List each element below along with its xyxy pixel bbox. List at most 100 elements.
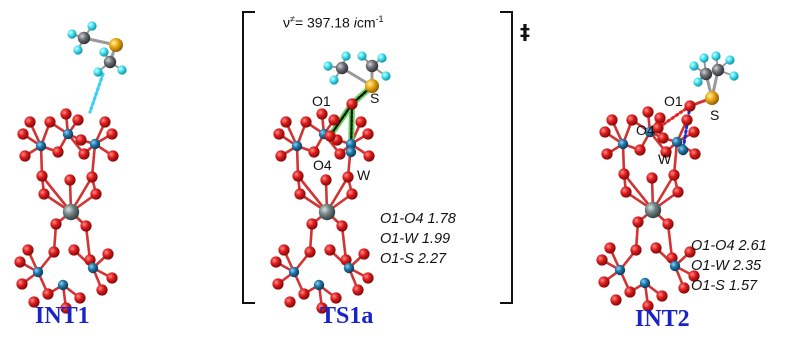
oxygen-atom xyxy=(346,98,358,110)
oxygen-atom xyxy=(80,220,92,232)
oxygen-atom xyxy=(278,244,290,256)
oxygen-atom xyxy=(606,114,618,126)
oxygen-atom xyxy=(620,186,632,198)
tungsten-atom xyxy=(671,136,683,148)
oxygen-atom xyxy=(642,300,654,312)
oxygen-atom xyxy=(358,248,370,260)
hydrogen-atom xyxy=(725,55,735,65)
oxygen-atom xyxy=(654,112,666,124)
oxygen-atom xyxy=(102,248,114,260)
oxygen-atom xyxy=(107,150,119,162)
oxygen-atom xyxy=(273,128,285,140)
oxygen-atom xyxy=(64,174,76,186)
oxygen-atom xyxy=(304,246,316,258)
oxygen-atom xyxy=(106,128,118,140)
ts-atom-label-s: S xyxy=(370,90,380,106)
hydrogen-atom xyxy=(357,51,367,61)
central-atom xyxy=(318,203,336,221)
oxygen-atom xyxy=(604,242,616,254)
ts-atom-label-o4: O4 xyxy=(313,157,332,173)
oxygen-atom xyxy=(86,171,98,183)
forming-bond xyxy=(328,102,354,138)
ts1a-geometry: O1-O4 1.78 O1-W 1.99 O1-S 2.27 xyxy=(380,209,456,269)
caption-ts1a: TS1a xyxy=(320,303,374,329)
oxygen-atom xyxy=(60,108,72,120)
weak-interaction xyxy=(88,72,105,114)
tungsten-atom xyxy=(288,266,300,278)
oxygen-atom xyxy=(634,144,646,156)
oxygen-atom xyxy=(618,168,630,180)
carbon-atom xyxy=(711,63,725,77)
oxygen-atom xyxy=(652,122,664,134)
tungsten-atom xyxy=(614,264,626,276)
oxygen-atom xyxy=(324,130,336,142)
oxygen-atom xyxy=(362,272,374,284)
ts-atom-label-o1: O1 xyxy=(312,93,331,109)
transition-state-brackets xyxy=(242,11,513,304)
oxygen-atom xyxy=(330,292,342,304)
sulfur-atom xyxy=(705,91,719,105)
oxygen-atom xyxy=(68,244,80,256)
oxygen-atom xyxy=(657,132,669,144)
oxygen-atom xyxy=(346,188,358,200)
oxygen-atom xyxy=(306,218,318,230)
w-o-bond xyxy=(340,224,348,262)
hydrogen-atom xyxy=(699,53,709,63)
tungsten-atom xyxy=(62,128,74,140)
oxygen-atom xyxy=(642,106,654,118)
oxygen-atom xyxy=(342,171,354,183)
oxygen-atom xyxy=(660,146,672,158)
oxygen-atom xyxy=(596,254,608,266)
oxygen-atom xyxy=(650,242,662,254)
oxygen-atom xyxy=(668,169,680,181)
carbon-atom xyxy=(103,55,117,69)
oxygen-atom xyxy=(626,114,638,126)
tungsten-atom xyxy=(343,262,355,274)
oxygen-atom xyxy=(280,116,292,128)
oxygen-atom xyxy=(90,188,102,200)
tungsten-atom xyxy=(345,146,357,158)
hydrogen-atom xyxy=(323,61,333,71)
oxygen-atom xyxy=(308,146,320,158)
tungsten-atom xyxy=(291,140,303,152)
oxygen-atom xyxy=(672,186,684,198)
w-o-bond xyxy=(84,224,92,262)
hydrogen-atom xyxy=(117,65,127,75)
hydrogen-contact xyxy=(656,104,692,130)
oxygen-atom xyxy=(362,128,374,140)
tungsten-atom xyxy=(345,138,357,150)
oxygen-atom xyxy=(684,100,696,112)
w-o-bond xyxy=(666,222,674,260)
int2-distance-o1-s: O1-S 1.57 xyxy=(691,278,758,294)
oxygen-atom xyxy=(336,220,348,232)
oxygen-atom xyxy=(275,150,287,162)
hydrogen-atom xyxy=(689,61,699,71)
hydrogen-atom xyxy=(67,29,77,39)
oxygen-atom xyxy=(681,114,693,126)
oxygen-atom xyxy=(324,244,336,256)
oxygen-atom xyxy=(78,148,90,160)
tungsten-atom xyxy=(669,260,681,272)
transition-state-marker: ‡ xyxy=(520,20,530,44)
tungsten-atom xyxy=(32,266,44,278)
oxygen-atom xyxy=(316,302,328,314)
hydrogen-atom xyxy=(693,77,703,87)
tungsten-atom xyxy=(639,277,651,289)
oxygen-atom xyxy=(96,284,108,296)
oxygen-atom xyxy=(328,114,340,126)
int2-geometry: O1-O4 2.61 O1-W 2.35 O1-S 1.57 xyxy=(691,236,767,296)
oxygen-atom xyxy=(42,288,54,300)
carbon-atom xyxy=(365,59,379,73)
ts-atom-label-w: W xyxy=(357,167,371,183)
oxygen-atom xyxy=(50,218,62,230)
int2-atom-label-w: W xyxy=(658,151,672,167)
hydrogen-atom xyxy=(329,75,339,85)
oxygen-atom xyxy=(36,170,48,182)
hydrogen-atom xyxy=(711,51,721,61)
oxygen-atom xyxy=(599,126,611,138)
int2-atom-label-o1: O1 xyxy=(664,93,683,109)
oxygen-atom xyxy=(72,114,84,126)
hydrogen-atom xyxy=(73,45,83,55)
